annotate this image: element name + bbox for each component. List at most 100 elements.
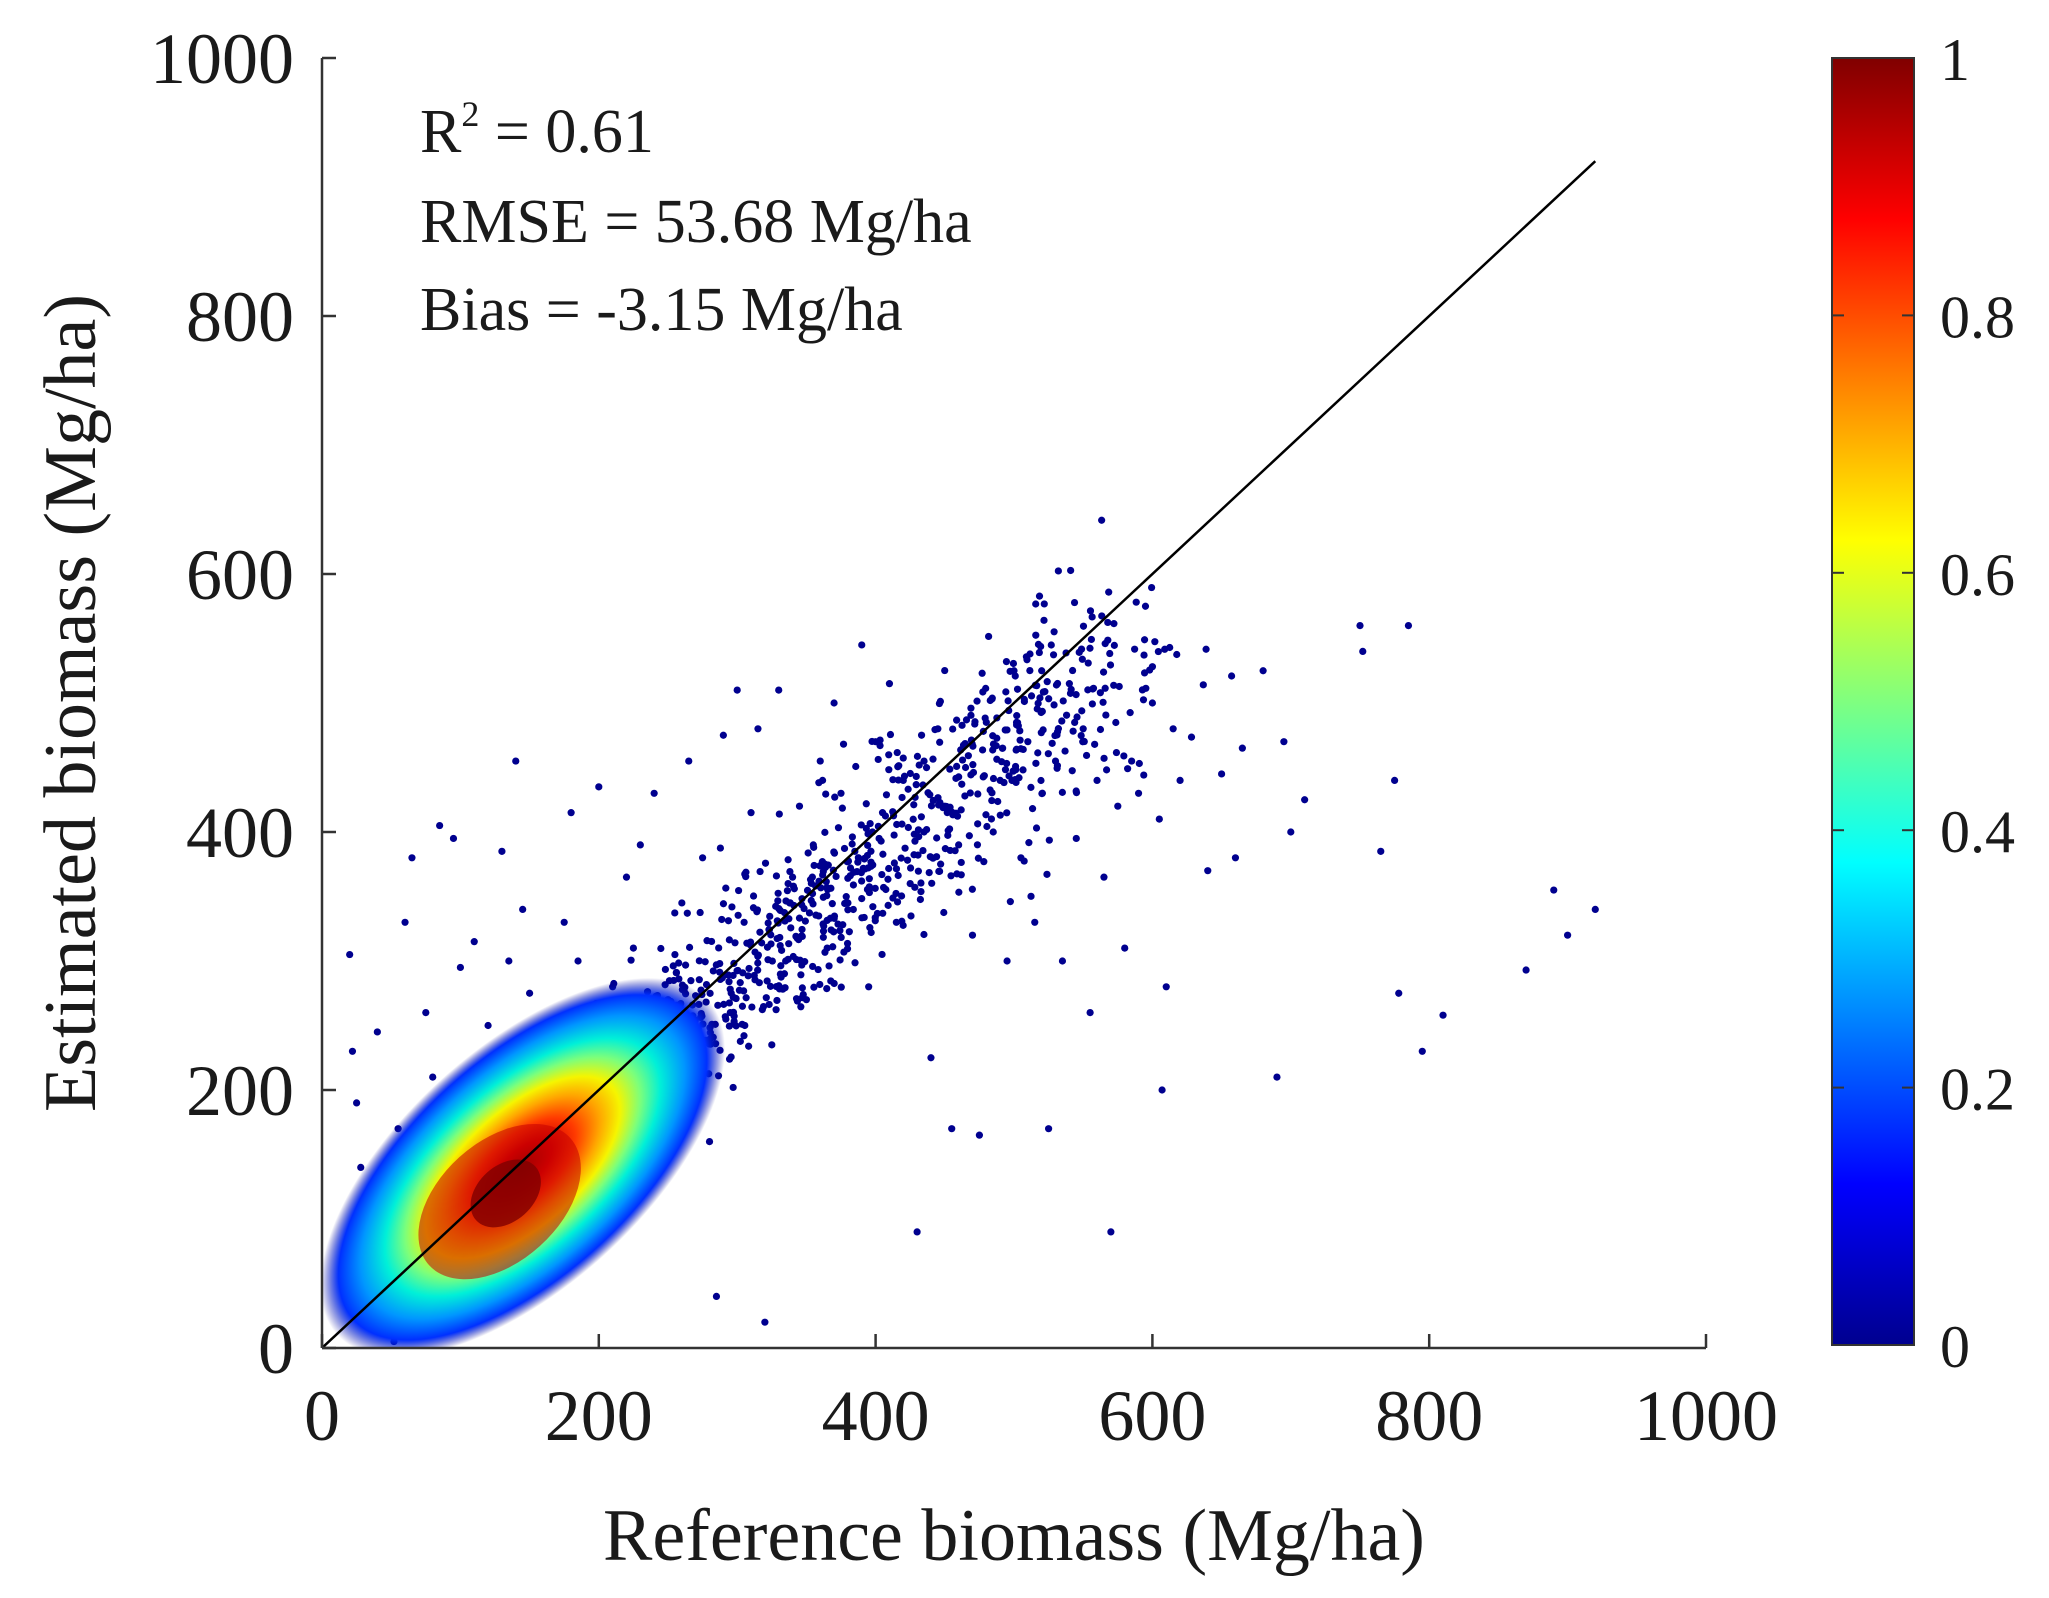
scatter-point [1045,1125,1053,1133]
scatter-point [858,641,866,649]
scatter-point [1003,809,1011,817]
scatter-point [1032,631,1040,639]
rmse-text: RMSE = 53.68 Mg/ha [420,188,972,256]
scatter-point [1187,733,1196,741]
colorbar-gradient [1831,57,1915,1346]
colorbar-tick-label: 0.6 [1940,542,2015,608]
scatter-point [1227,672,1236,680]
scatter-point [1002,657,1011,666]
scatter-point [669,962,677,970]
scatter-point [1088,613,1096,621]
scatter-point [685,757,693,765]
scatter-point [789,882,797,890]
scatter-point [867,858,875,866]
scatter-point [1391,776,1399,785]
scatter-point [955,888,963,896]
scatter-point [1141,602,1150,610]
scatter-point [1107,1228,1115,1236]
scatter-point [1100,754,1108,762]
scatter-point [917,813,925,821]
scatter-point [848,833,856,841]
scatter-point [1079,725,1087,733]
scatter-point [1053,679,1062,688]
scatter-point [1377,847,1385,855]
scatter-point [957,871,965,879]
x-tick-label: 800 [1375,1376,1483,1456]
scatter-point [957,806,965,814]
scatter-point [740,1032,748,1040]
scatter-point [763,943,772,951]
density-peak [470,1159,541,1228]
scatter-point [401,918,409,926]
scatter-point [798,925,806,934]
scatter-point [1591,905,1599,914]
scatter-point [843,939,852,948]
scatter-point [775,686,783,694]
colorbar: 0 0.2 0.4 0.6 0.8 1 [1831,27,2015,1380]
scatter-point [926,853,934,861]
scatter-point [840,844,849,853]
scatter-point [729,1008,738,1016]
scatter-point [836,927,844,935]
density-cluster [322,977,726,1348]
scatter-point [892,865,901,873]
scatter-point [884,875,892,883]
scatter-point [775,810,783,818]
scatter-point [795,802,804,810]
scatter-point [1105,588,1113,596]
scatter-point [1098,516,1106,524]
scatter-point [1038,789,1046,797]
scatter-point [844,906,852,914]
scatter-point [1072,691,1080,699]
scatter-point [1066,689,1075,697]
scatter-point [1132,598,1140,606]
scatter-point [774,889,782,897]
scatter-point [761,859,770,867]
scatter-point [740,918,748,926]
r-squared-superscript: 2 [461,94,479,134]
scatter-point [748,1003,756,1011]
scatter-point [1077,731,1085,740]
scatter-point [783,887,792,895]
scatter-point [1439,1011,1447,1019]
scatter-point [1084,659,1092,667]
scatter-point [1044,750,1052,758]
scatter-point [910,801,918,809]
scatter-point [949,725,957,733]
scatter-point [1301,796,1309,804]
scatter-point [804,849,812,857]
scatter-point [819,920,827,928]
scatter-point [765,1000,773,1009]
scatter-point [1054,567,1062,575]
scatter-point [1027,783,1035,791]
scatter-point [722,884,730,892]
scatter-point [877,837,885,845]
scatter-point [913,752,922,760]
x-tick-label: 400 [822,1376,930,1456]
scatter-point [353,1099,361,1107]
scatter-point [975,1131,984,1139]
scatter-point [675,975,683,983]
scatter-point [1231,854,1240,862]
scatter-point [879,850,887,858]
scatter-point [885,766,893,774]
scatter-point [773,934,781,943]
scatter-point [1110,681,1118,689]
scatter-point [786,867,794,876]
axes: 0 200 400 600 800 1000 0 200 400 600 800 1000 [150,19,1778,1456]
scatter-point [1034,699,1042,707]
scatter-point [754,966,762,974]
scatter-point [824,885,832,894]
scatter-point [1138,686,1147,694]
scatter-point [936,738,944,746]
scatter-point [759,1002,768,1011]
scatter-point [797,1003,805,1011]
scatter-point [1124,765,1132,773]
scatter-point [712,1292,721,1300]
scatter-point [785,915,793,923]
scatter-point [1045,695,1053,703]
scatter-point [1072,834,1080,843]
scatter-point [862,824,870,833]
scatter-point [912,772,920,781]
